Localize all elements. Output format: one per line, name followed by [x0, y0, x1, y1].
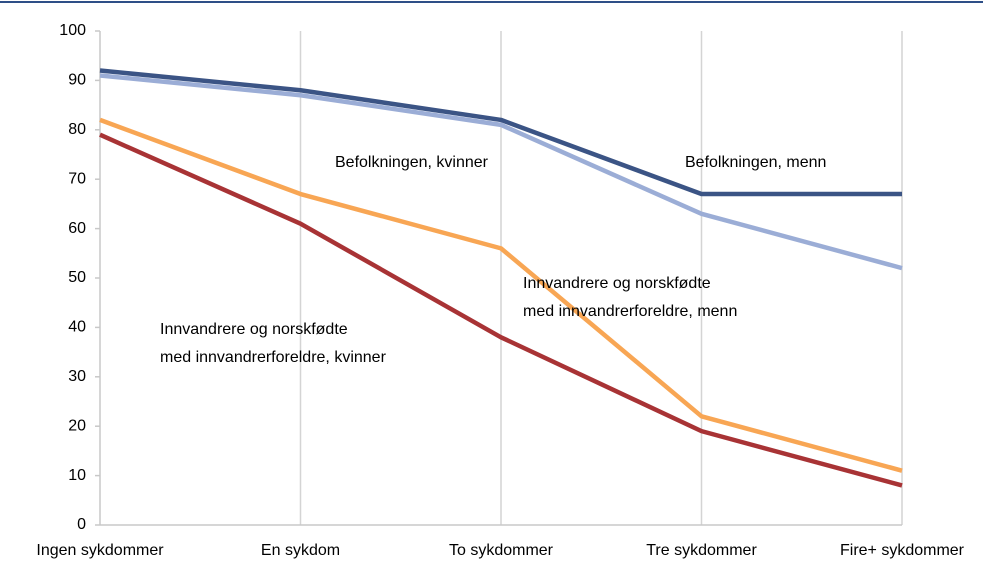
x-tick-label: En sykdom [261, 542, 340, 559]
x-tick-label: Fire+ sykdommer [840, 542, 965, 559]
y-tick-label: 40 [68, 319, 86, 336]
y-tick-label: 70 [68, 170, 86, 187]
series-label: Befolkningen, menn [685, 154, 827, 171]
series-label: Innvandrere og norskfødte med innvandrer… [160, 321, 386, 366]
x-tick-label: Tre sykdommer [646, 542, 757, 559]
series-line [99, 132, 903, 488]
y-tick-label: 100 [59, 22, 86, 39]
series-label: Innvandrere og norskfødte med innvandrer… [523, 275, 738, 320]
y-tick-label: 0 [77, 516, 86, 533]
series-line [99, 73, 903, 271]
y-tick-label: 80 [68, 121, 86, 138]
x-tick-label: Ingen sykdommer [36, 542, 164, 559]
series-line [99, 68, 902, 197]
x-tick-label: To sykdommer [449, 542, 554, 559]
y-tick-label: 60 [68, 220, 86, 237]
series-line [99, 117, 903, 473]
series-label: Befolkningen, kvinner [335, 154, 488, 171]
y-tick-label: 50 [68, 269, 86, 286]
y-tick-label: 90 [68, 72, 86, 89]
y-tick-label: 30 [68, 368, 86, 385]
y-tick-label: 20 [68, 417, 86, 434]
y-tick-label: 10 [68, 467, 86, 484]
